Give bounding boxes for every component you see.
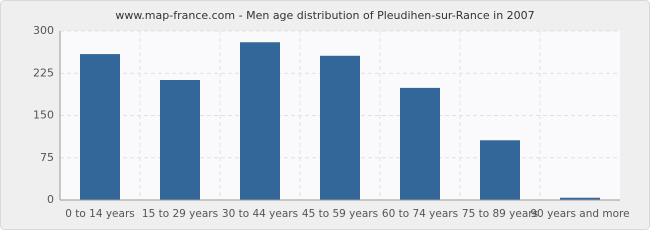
bar — [400, 87, 440, 200]
chart: www.map-france.com - Men age distributio… — [0, 0, 650, 230]
x-tick-label: 15 to 29 years — [142, 208, 218, 220]
bar — [160, 80, 200, 200]
y-tick-label: 150 — [33, 109, 54, 122]
bar — [560, 197, 600, 200]
bar — [80, 54, 120, 201]
x-tick-label: 45 to 59 years — [302, 208, 378, 220]
bar — [320, 55, 360, 200]
y-tick-label: 225 — [33, 66, 54, 79]
x-tick-label: 0 to 14 years — [65, 208, 135, 220]
x-tick-label: 90 years and more — [530, 208, 629, 220]
x-tick-label: 30 to 44 years — [222, 208, 298, 220]
bar — [240, 42, 280, 201]
y-tick-label: 75 — [40, 151, 54, 164]
chart-title: www.map-france.com - Men age distributio… — [115, 9, 534, 22]
y-tick-label: 300 — [33, 24, 54, 37]
x-tick-label: 60 to 74 years — [382, 208, 458, 220]
y-tick-label: 0 — [47, 193, 54, 206]
bar — [480, 140, 520, 200]
x-tick-label: 75 to 89 years — [462, 208, 538, 220]
